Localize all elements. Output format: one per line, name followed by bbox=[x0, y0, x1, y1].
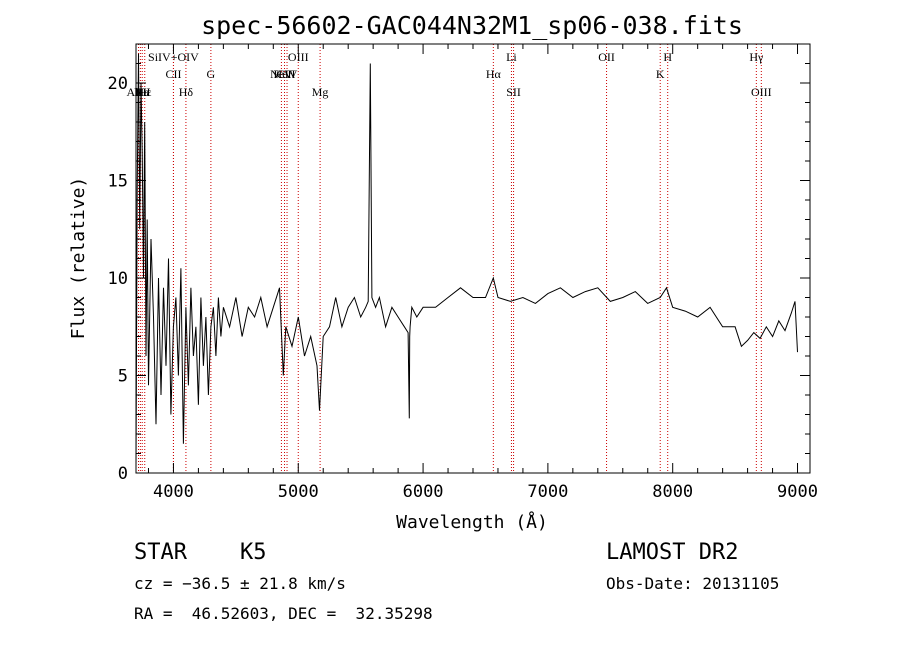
line-label: NI bbox=[134, 85, 147, 99]
line-label: Hγ bbox=[749, 50, 764, 64]
x-tick-label: 6000 bbox=[403, 482, 444, 502]
object-class: STAR bbox=[134, 540, 187, 565]
spectrum-line bbox=[135, 53, 798, 466]
line-label: G bbox=[207, 67, 216, 81]
redshift-cz: cz = −36.5 ± 21.8 km/s bbox=[134, 574, 346, 593]
x-axis-ticks: 4000 5000 6000 7000 8000 9000 bbox=[147, 44, 818, 502]
x-tick-label: 4000 bbox=[153, 482, 194, 502]
y-axis-ticks: 0 5 10 15 20 bbox=[108, 63, 810, 484]
x-tick-label: 7000 bbox=[527, 482, 568, 502]
line-label: K bbox=[656, 67, 665, 81]
line-label: CII bbox=[165, 67, 181, 81]
line-label: CIV bbox=[277, 67, 298, 81]
y-tick-label: 5 bbox=[118, 367, 128, 387]
line-label: OIII bbox=[751, 85, 772, 99]
line-label: Hε bbox=[138, 85, 152, 99]
line-label: Li bbox=[506, 50, 517, 64]
line-label: NeV bbox=[270, 67, 293, 81]
line-label: HeII bbox=[274, 67, 296, 81]
ra-dec: RA = 46.52603, DEC = 32.35298 bbox=[134, 604, 433, 623]
line-label: H bbox=[663, 50, 672, 64]
line-label: OIII bbox=[288, 50, 309, 64]
line-label: OII bbox=[598, 50, 615, 64]
y-tick-label: 15 bbox=[108, 172, 128, 192]
line-label: Hα bbox=[486, 67, 502, 81]
line-label: SiIV+OIV bbox=[148, 50, 199, 64]
y-tick-label: 10 bbox=[108, 269, 128, 289]
object-subclass: K5 bbox=[240, 540, 267, 565]
x-tick-label: 8000 bbox=[652, 482, 693, 502]
spectral-line-markers bbox=[137, 44, 762, 473]
plot-frame bbox=[135, 43, 811, 474]
line-label: Hδ bbox=[179, 85, 194, 99]
y-tick-label: 20 bbox=[108, 74, 128, 94]
x-tick-label: 5000 bbox=[278, 482, 319, 502]
chart-title: spec-56602-GAC044N32M1_sp06-038.fits bbox=[201, 11, 743, 40]
observation-date: Obs-Date: 20131105 bbox=[606, 574, 780, 593]
survey-name: LAMOST DR2 bbox=[606, 540, 739, 565]
x-axis-label: Wavelength (Å) bbox=[396, 511, 548, 533]
x-tick-label: 9000 bbox=[777, 482, 818, 502]
line-label: Mg bbox=[312, 85, 329, 99]
y-tick-label: 0 bbox=[118, 464, 128, 484]
line-label: SII bbox=[506, 85, 521, 99]
y-axis-label: Flux (relative) bbox=[68, 177, 89, 340]
